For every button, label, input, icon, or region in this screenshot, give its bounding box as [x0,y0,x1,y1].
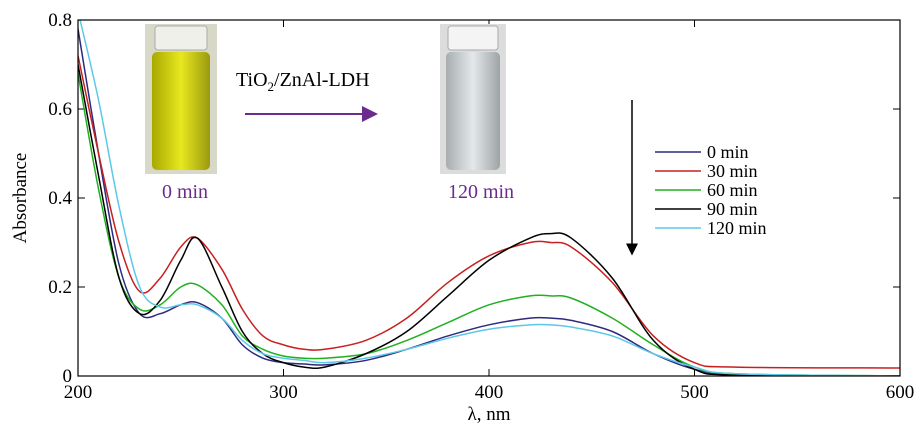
y-tick-label: 0 [63,366,73,387]
catalyst-part: /ZnAl-LDH [274,69,370,91]
series-line [78,28,900,376]
y-tick-label: 0.2 [48,277,72,298]
legend-label: 0 min [707,142,749,162]
x-tick-label: 600 [886,382,915,403]
legend-label: 120 min [707,218,767,238]
y-tick-label: 0.4 [48,188,72,209]
y-tick-label: 0.6 [48,99,72,120]
x-tick-label: 400 [475,382,504,403]
plot-lines [78,20,900,376]
catalyst-part: TiO [236,69,268,91]
photo-label: 120 min [448,181,514,203]
legend-label: 30 min [707,161,758,181]
catalyst-subscript: 2 [268,79,275,94]
series-line [79,20,900,376]
catalyst-label: TiO2/ZnAl-LDH [236,69,370,94]
plot-frame [77,19,901,377]
y-tick-label: 0.8 [48,10,72,31]
x-axis-label: λ, nm [468,404,511,425]
series-line [78,64,900,376]
vial-photo-right [440,24,506,174]
photo-label: 0 min [162,181,208,203]
y-axis-label: Absorbance [10,153,31,244]
legend-label: 90 min [707,199,758,219]
vial-photo-left [145,24,217,174]
legend-label: 60 min [707,180,758,200]
x-tick-label: 300 [269,382,298,403]
x-tick-label: 500 [680,382,709,403]
axes: 200 300 400 500 600 0 0.2 0.4 0.6 0.8 [48,10,914,403]
x-tick-label: 200 [64,382,93,403]
